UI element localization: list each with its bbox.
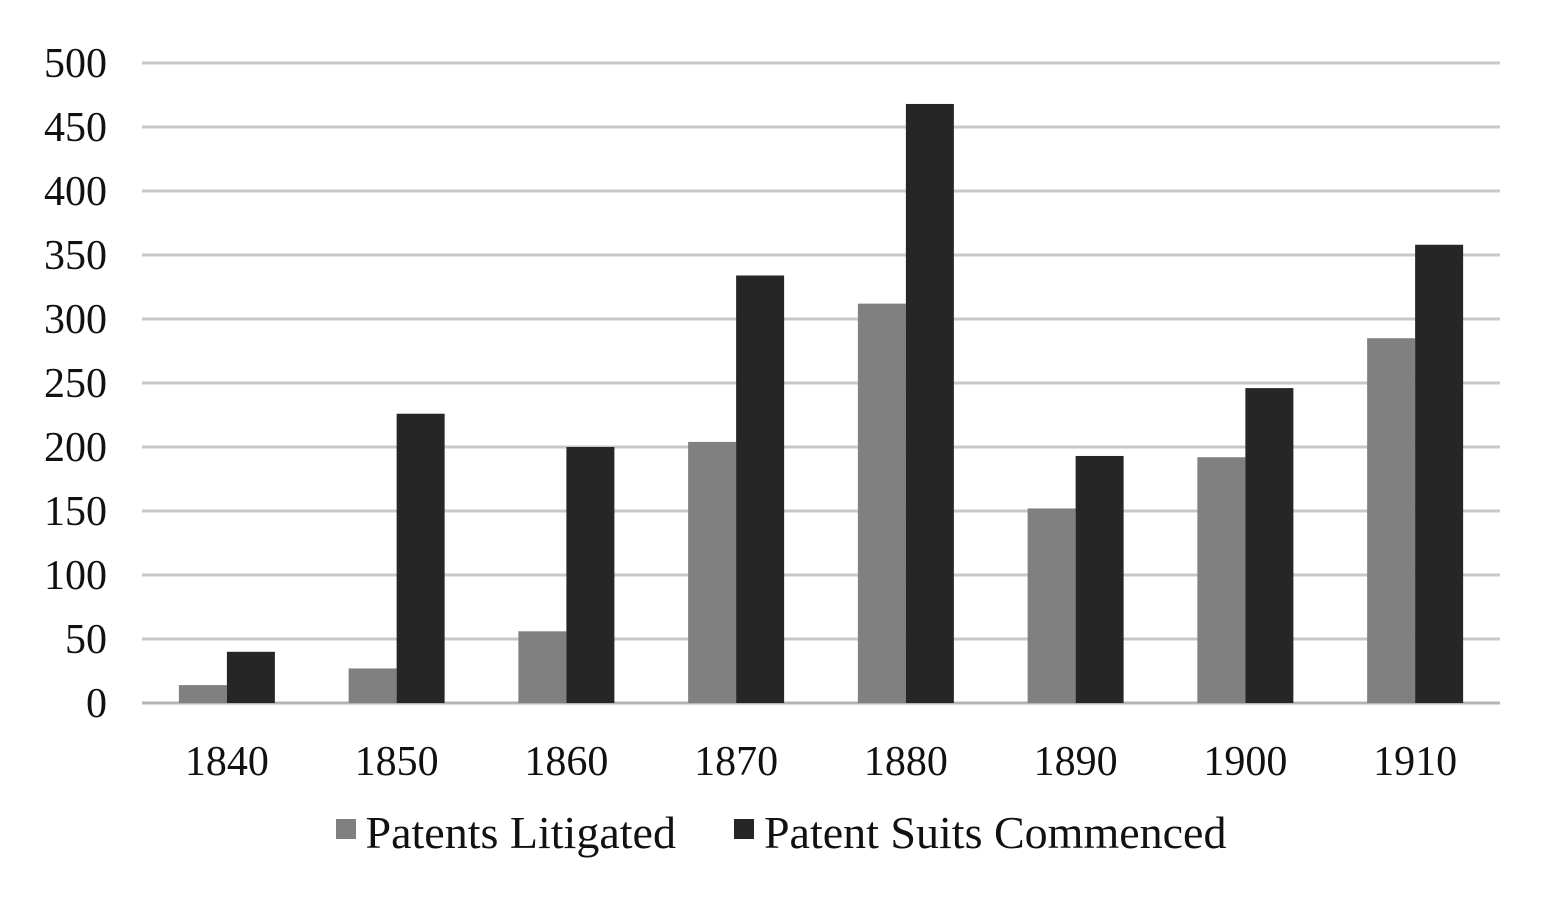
- y-tick-label-450: 450: [44, 105, 107, 151]
- y-tick-label-250: 250: [44, 361, 107, 407]
- bar-patent-suits-commenced-1890: [1075, 455, 1124, 703]
- x-tick-label-1840: 1840: [185, 739, 269, 785]
- bar-patents-litigated-1850: [348, 668, 397, 703]
- legend-label-patents-litigated: Patents Litigated: [365, 807, 676, 858]
- x-tick-label-1880: 1880: [864, 739, 948, 785]
- bar-patent-suits-commenced-1880: [905, 103, 954, 703]
- bar-patents-litigated-1870: [688, 441, 737, 703]
- x-tick-label-1910: 1910: [1373, 739, 1457, 785]
- y-tick-label-100: 100: [44, 553, 107, 599]
- x-axis-tick-labels: 1840 1850 1860 1870 1880 1890 1900 1910: [185, 739, 1457, 785]
- y-tick-label-400: 400: [44, 169, 107, 215]
- y-tick-label-50: 50: [65, 617, 107, 663]
- legend-swatch-patent-suits-commenced: [733, 818, 754, 839]
- y-tick-label-150: 150: [44, 489, 107, 535]
- bar-patent-suits-commenced-1910: [1415, 244, 1464, 703]
- bar-patent-suits-commenced-1870: [736, 275, 785, 703]
- legend-swatch-patents-litigated: [335, 818, 356, 839]
- legend-item-patent-suits-commenced: Patent Suits Commenced: [733, 806, 1227, 859]
- x-tick-label-1860: 1860: [524, 739, 608, 785]
- bar-patents-litigated-1840: [178, 685, 227, 703]
- y-tick-label-0: 0: [86, 681, 107, 727]
- legend-item-patents-litigated: Patents Litigated: [335, 806, 676, 859]
- y-tick-label-300: 300: [44, 297, 107, 343]
- gridlines: [142, 61, 1500, 705]
- bar-patent-suits-commenced-1900: [1245, 388, 1294, 703]
- bar-patents-litigated-1890: [1027, 508, 1076, 703]
- y-tick-label-200: 200: [44, 425, 107, 471]
- x-tick-label-1850: 1850: [355, 739, 439, 785]
- x-tick-label-1900: 1900: [1203, 739, 1287, 785]
- bar-patent-suits-commenced-1850: [396, 413, 445, 703]
- bar-patents-litigated-1900: [1197, 457, 1246, 703]
- bar-patent-suits-commenced-1840: [226, 651, 275, 703]
- bars: [178, 103, 1464, 703]
- y-tick-label-500: 500: [44, 41, 107, 87]
- bar-patents-litigated-1860: [518, 631, 567, 703]
- bar-patent-suits-commenced-1860: [566, 447, 615, 703]
- x-tick-label-1890: 1890: [1034, 739, 1118, 785]
- bar-patents-litigated-1880: [857, 303, 906, 703]
- y-axis-tick-labels: 0 50 100 150 200 250 300 350 400 450 500: [44, 41, 107, 727]
- legend-label-patent-suits-commenced: Patent Suits Commenced: [763, 807, 1227, 858]
- bar-patents-litigated-1910: [1367, 338, 1416, 703]
- legend: Patents Litigated Patent Suits Commenced: [0, 806, 1562, 859]
- y-tick-label-350: 350: [44, 233, 107, 279]
- x-tick-label-1870: 1870: [694, 739, 778, 785]
